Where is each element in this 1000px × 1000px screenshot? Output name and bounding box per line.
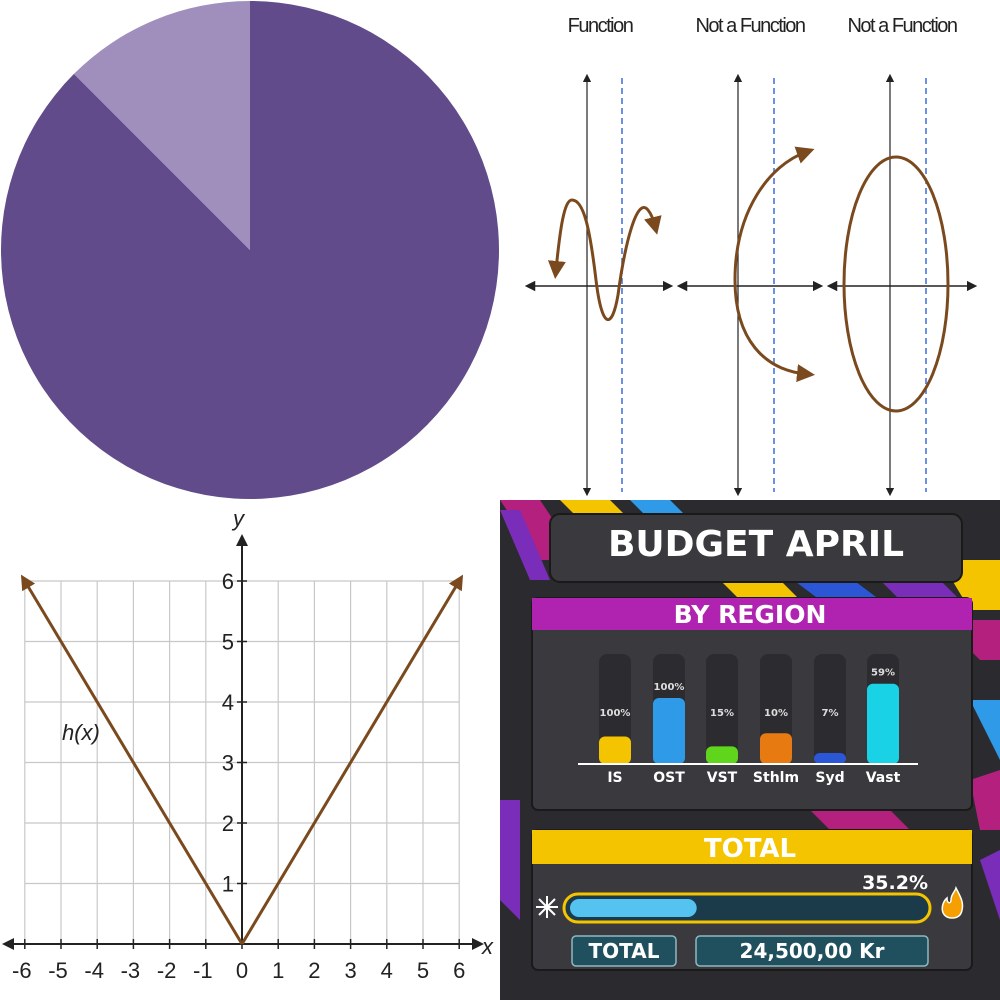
sine-curve [547, 198, 662, 321]
bar-category-label: VST [707, 770, 738, 786]
panel-title-function: Function [568, 15, 633, 37]
total-amount-box [695, 935, 929, 967]
total-percent: 35.2% [862, 872, 928, 894]
bar-background [706, 654, 738, 764]
dashboard-title: BUDGET APRIL [608, 524, 904, 565]
x-tick-label: 5 [417, 958, 429, 983]
vertical-line-test-diagram: Function Not a Function Not a Function [500, 0, 1000, 500]
total-progress-fill [570, 899, 697, 917]
snowflake-icon [536, 896, 558, 918]
pie-chart [0, 1, 499, 499]
x-tick-label: 1 [272, 958, 284, 983]
bar-syd [814, 753, 846, 764]
x-tick-label: 4 [381, 958, 393, 983]
x-tick-label: 6 [453, 958, 465, 983]
x-tick-label: -4 [84, 958, 104, 983]
y-tick-label: 3 [222, 751, 234, 776]
bar-category-label: Sthlm [753, 770, 799, 786]
region-bars: 100% IS 100% OST 15% VST 10% Sthlm 7% Syd 59% Vast [599, 654, 901, 786]
sideways-curve [733, 146, 815, 383]
bar-category-label: IS [607, 770, 622, 786]
x-axis-label: x [481, 934, 494, 959]
bar-background [814, 654, 846, 764]
bar-vst [706, 746, 738, 764]
x-tick-label: -6 [12, 958, 32, 983]
total-label-box [571, 935, 677, 967]
x-tick-label: 0 [236, 958, 248, 983]
bar-category-label: OST [653, 770, 685, 786]
flame-icon [941, 885, 964, 919]
ellipse-curve [842, 155, 950, 413]
bar-value-label: 100% [654, 682, 685, 693]
y-tick-label: 4 [222, 690, 234, 715]
x-tick-label: 3 [344, 958, 356, 983]
panel-title-not-function-2: Not a Function [847, 15, 956, 37]
vertical-line-test-svg: Function Not a Function Not a Function [524, 15, 978, 497]
x-tick-label: -3 [121, 958, 141, 983]
bar-value-label: 7% [822, 708, 839, 719]
y-tick-label: 2 [222, 811, 234, 836]
panel-title-not-function-1: Not a Function [695, 15, 804, 37]
bar-vast [867, 683, 899, 764]
budget-dashboard: BUDGET APRIL BY REGION 100% IS 100% OST 15% V… [500, 500, 1000, 1000]
series-line-left [20, 574, 244, 945]
budget-svg: BUDGET APRIL BY REGION 100% IS 100% OST 15% V… [500, 500, 1000, 971]
series-line-right [240, 574, 464, 945]
total-label: TOTAL [589, 939, 660, 963]
x-tick-label: -5 [48, 958, 68, 983]
x-tick-label: -1 [193, 958, 213, 983]
bar-value-label: 10% [764, 708, 788, 719]
total-header: TOTAL [704, 834, 796, 864]
bar-value-label: 15% [710, 708, 734, 719]
series-lines [20, 574, 464, 945]
bar-category-label: Vast [866, 770, 901, 786]
bar-value-label: 59% [871, 668, 895, 679]
pie-slice-2 [73, 1, 250, 250]
series-label-hx: h(x) [62, 720, 100, 745]
pie-chart-panel [0, 0, 500, 500]
line-graph-panel: -6 -5 -4 -3 -2 -1 0 1 2 3 4 5 6 1 2 3 4 5 6 x y h(x) [0, 500, 500, 1000]
y-tick-label: 1 [222, 872, 234, 897]
region-subtitle: BY REGION [674, 600, 827, 629]
bar-value-label: 100% [600, 708, 631, 719]
pie-slice-1 [0, 1, 499, 499]
y-axis-label: y [231, 506, 246, 531]
region-header-bar [532, 598, 972, 630]
y-tick-label: 6 [222, 569, 234, 594]
title-banner [549, 513, 963, 583]
bar-is [599, 736, 631, 764]
total-header-bar [532, 830, 972, 864]
y-tick-label: 5 [222, 630, 234, 655]
bar-ost [653, 698, 685, 764]
bar-sthlm [760, 733, 792, 764]
x-tick-label: 2 [308, 958, 320, 983]
x-tick-label: -2 [157, 958, 177, 983]
total-amount: 24,500,00 Kr [740, 939, 885, 963]
bar-category-label: Syd [815, 770, 844, 786]
